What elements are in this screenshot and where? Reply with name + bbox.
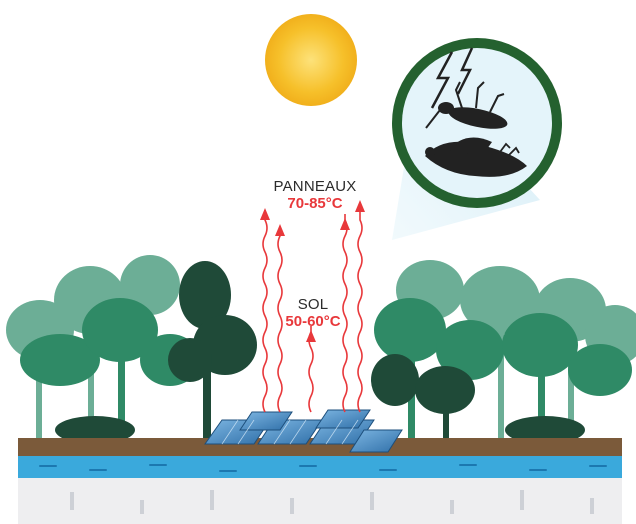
heat-arrows-panels — [262, 206, 363, 413]
forest-midground — [20, 298, 632, 440]
panels-label: PANNEAUX 70-85°C — [250, 178, 380, 213]
magnifier-inset — [392, 38, 562, 208]
panels-label-temperature: 70-85°C — [287, 195, 343, 213]
solar-panels — [204, 409, 403, 453]
soil-label-temperature: 50-60°C — [285, 313, 341, 331]
bedrock-layer — [18, 478, 622, 524]
dead-bird-icon — [425, 137, 527, 177]
soil-label-name: SOL — [297, 296, 329, 313]
sun-icon — [265, 14, 357, 106]
dead-insect-icon — [425, 81, 508, 129]
water-layer — [18, 456, 622, 478]
heat-arrow-soil — [308, 326, 314, 413]
lightning-icon — [430, 47, 474, 109]
forest-foreground — [55, 261, 585, 444]
panels-label-name: PANNEAUX — [273, 178, 357, 195]
soil-label: SOL 50-60°C — [268, 296, 358, 331]
soil-layer — [18, 438, 622, 456]
